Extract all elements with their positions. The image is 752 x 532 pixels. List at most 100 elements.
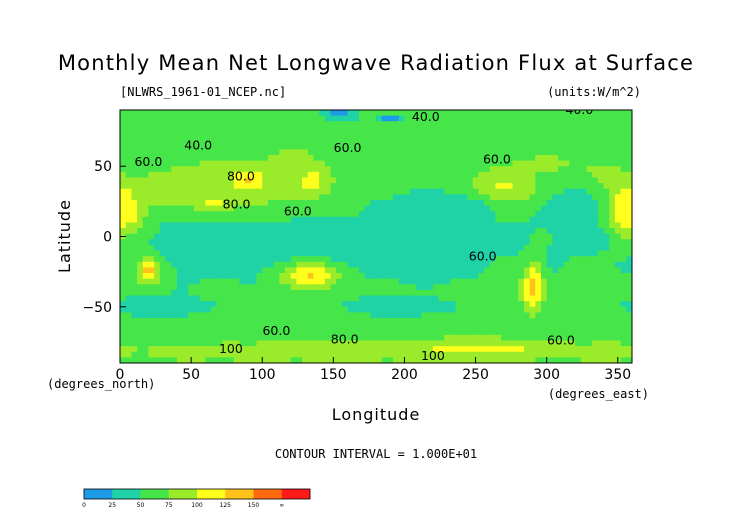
field-cell	[353, 312, 360, 319]
field-cell	[563, 138, 571, 145]
field-cell	[324, 188, 332, 195]
field-cell	[228, 205, 235, 212]
field-cell	[347, 216, 354, 224]
field-cell	[506, 340, 514, 347]
field-cell	[444, 289, 451, 297]
field-cell	[489, 205, 497, 212]
field-cell	[131, 306, 138, 313]
field-cell	[626, 318, 632, 325]
field-cell	[461, 233, 468, 240]
field-cell	[427, 250, 434, 257]
field-cell	[233, 115, 241, 122]
field-cell	[381, 256, 388, 263]
field-cell	[250, 183, 258, 190]
field-cell	[529, 312, 536, 319]
field-cell	[256, 233, 263, 240]
field-cell	[535, 149, 542, 156]
field-cell	[341, 244, 349, 252]
field-cell	[586, 188, 593, 195]
field-cell	[154, 154, 161, 162]
field-cell	[455, 289, 462, 297]
field-cell	[558, 340, 565, 347]
field-cell	[358, 110, 366, 117]
field-cell	[205, 278, 212, 285]
field-cell	[410, 121, 417, 128]
field-cell	[211, 132, 218, 139]
units-label: (units:W/m^2)	[547, 85, 641, 99]
field-cell	[569, 138, 576, 145]
field-cell	[279, 329, 286, 336]
field-cell	[319, 306, 326, 313]
field-cell	[586, 351, 593, 358]
field-cell	[358, 334, 366, 342]
field-cell	[239, 256, 246, 263]
field-cell	[529, 267, 536, 274]
field-cell	[211, 143, 218, 150]
field-cell	[120, 312, 127, 319]
field-cell	[137, 239, 144, 246]
field-cell	[245, 222, 252, 229]
field-cell	[540, 273, 548, 280]
field-cell	[154, 340, 161, 347]
field-cell	[176, 261, 184, 269]
field-cell	[626, 295, 632, 302]
field-cell	[341, 323, 349, 330]
field-cell	[324, 126, 332, 134]
field-cell	[472, 284, 479, 291]
field-cell	[125, 340, 132, 347]
field-cell	[444, 132, 451, 139]
field-cell	[193, 205, 201, 212]
field-cell	[205, 334, 212, 342]
field-cell	[421, 110, 428, 117]
field-cell	[222, 295, 229, 302]
field-cell	[159, 244, 167, 252]
field-cell	[626, 110, 632, 117]
field-cell	[256, 160, 263, 167]
field-cell	[256, 357, 263, 363]
field-cell	[461, 351, 468, 358]
field-cell	[142, 301, 150, 308]
field-cell	[279, 115, 286, 122]
field-cell	[552, 323, 559, 330]
field-cell	[336, 295, 343, 302]
field-cell	[586, 256, 593, 263]
field-cell	[575, 233, 582, 240]
field-cell	[415, 171, 423, 179]
field-cell	[580, 306, 588, 313]
field-cell	[267, 334, 275, 342]
field-cell	[142, 278, 150, 285]
field-cell	[353, 284, 360, 291]
field-cell	[410, 318, 417, 325]
field-cell	[239, 244, 246, 252]
field-cell	[148, 267, 155, 274]
field-cell	[438, 295, 445, 302]
field-cell	[165, 115, 172, 122]
field-cell	[262, 188, 269, 195]
field-cell	[512, 261, 519, 269]
field-cell	[290, 261, 297, 269]
x-tick-label: 50	[182, 367, 200, 383]
field-cell	[387, 312, 394, 319]
field-cell	[228, 115, 235, 122]
field-cell	[279, 138, 286, 145]
field-cell	[432, 284, 440, 291]
field-cell	[472, 250, 479, 257]
field-cell	[176, 284, 184, 291]
field-cell	[148, 301, 155, 308]
field-cell	[279, 216, 286, 224]
field-cell	[421, 194, 428, 201]
field-cell	[546, 346, 553, 353]
field-cell	[330, 222, 337, 229]
field-cell	[193, 351, 201, 358]
field-cell	[404, 267, 411, 274]
field-cell	[626, 312, 632, 319]
field-cell	[438, 211, 445, 218]
field-cell	[284, 267, 292, 274]
field-cell	[137, 318, 144, 325]
field-cell	[336, 199, 343, 207]
field-cell	[347, 149, 354, 156]
field-cell	[182, 222, 189, 229]
field-cell	[472, 110, 479, 117]
field-cell	[188, 188, 195, 195]
field-cell	[546, 228, 553, 235]
